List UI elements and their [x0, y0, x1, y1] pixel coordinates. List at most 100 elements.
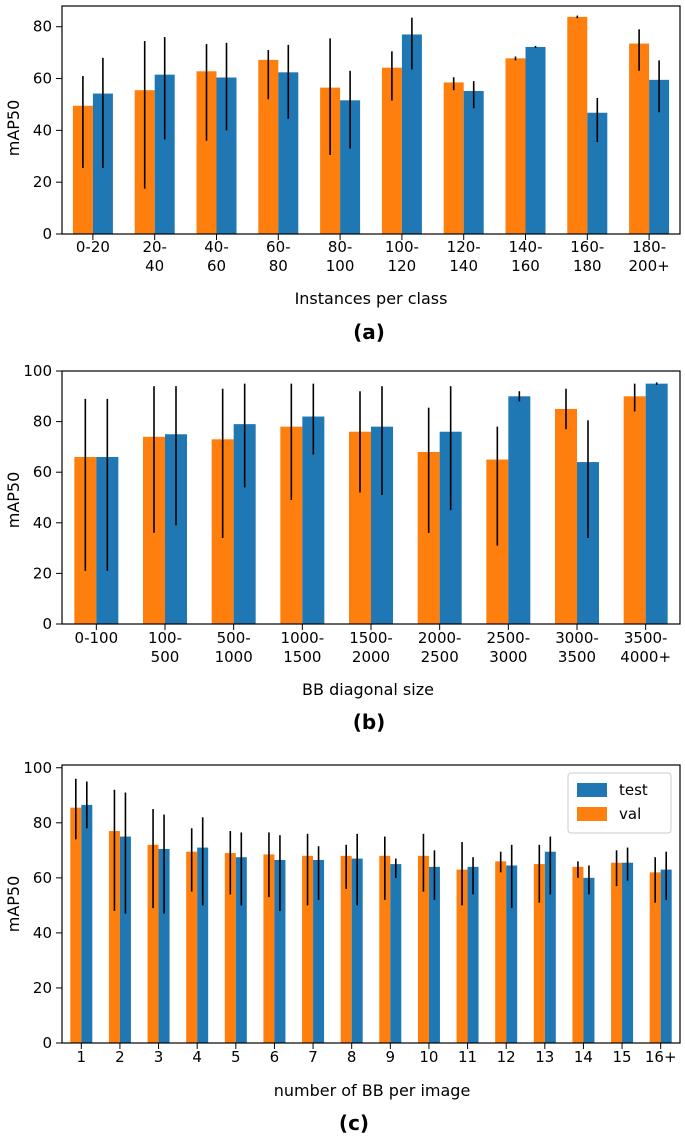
bar-test: [165, 434, 187, 624]
x-tick-label: 3500: [558, 648, 596, 666]
y-axis-label: mAP50: [4, 100, 23, 157]
x-tick-label: 100-: [385, 238, 419, 256]
bar-test: [340, 100, 361, 235]
bar-test: [390, 864, 402, 1043]
bar-test: [587, 112, 608, 234]
bar-val: [108, 831, 120, 1043]
x-tick-label: 120-: [447, 238, 481, 256]
y-tick-label: 80: [33, 814, 52, 832]
x-tick-label: 160-: [570, 238, 604, 256]
y-tick-label: 60: [33, 869, 52, 887]
bar-val: [147, 844, 159, 1043]
bar-val: [186, 851, 198, 1043]
legend: test val: [567, 772, 672, 834]
bar-test: [154, 74, 175, 234]
bar-val: [280, 426, 303, 624]
y-tick-label: 20: [33, 564, 52, 582]
bar-test: [119, 836, 131, 1043]
plot-frame: [61, 370, 681, 625]
bar-val: [417, 855, 429, 1043]
x-tick-label: 140-: [508, 238, 542, 256]
bar-test: [351, 858, 363, 1043]
legend-swatch-val: [577, 807, 607, 821]
x-tick-label: 4: [192, 1048, 202, 1066]
bar-test: [525, 46, 546, 234]
bar-test: [645, 383, 668, 624]
panel-caption: (a): [353, 320, 385, 344]
bar-val: [623, 396, 646, 624]
y-tick-label: 100: [23, 759, 52, 777]
x-tick-label: 1000-: [281, 629, 325, 647]
x-tick-label: 12: [497, 1048, 516, 1066]
x-tick-label: 2: [115, 1048, 125, 1066]
bar-test: [544, 851, 556, 1043]
x-tick-label: 500: [151, 648, 180, 666]
x-tick-label: 8: [347, 1048, 357, 1066]
x-tick-label: 1: [77, 1048, 87, 1066]
panel-caption: (c): [339, 1111, 369, 1135]
x-tick-label: 120: [388, 257, 417, 275]
plot-frame: [61, 5, 681, 235]
x-tick-label: 1000: [215, 648, 253, 666]
x-tick-label: 180: [573, 257, 602, 275]
bar-val: [555, 408, 577, 624]
x-tick-label: 60-: [266, 238, 291, 256]
x-tick-label: 2500-: [487, 629, 531, 647]
x-tick-label: 2000-: [418, 629, 462, 647]
bar-test: [577, 462, 599, 624]
bar-val: [629, 43, 650, 235]
x-tick-label: 80-: [328, 238, 353, 256]
x-tick-label: 80: [269, 257, 288, 275]
y-tick-label: 40: [33, 924, 52, 942]
x-tick-label: 5: [231, 1048, 241, 1066]
bar-val: [611, 862, 623, 1043]
bar-val: [567, 16, 588, 234]
x-tick-label: 10: [419, 1048, 438, 1066]
y-axis-label: mAP50: [4, 876, 23, 933]
y-axis-label: mAP50: [4, 472, 23, 529]
x-tick-label: 180-: [632, 238, 666, 256]
bar-test: [235, 857, 247, 1043]
bar-val: [72, 105, 93, 234]
panel-caption: (b): [353, 710, 386, 734]
x-tick-label: 200+: [628, 257, 669, 275]
x-axis-label: BB diagonal size: [302, 680, 434, 699]
x-tick-label: 1500: [283, 648, 321, 666]
x-tick-label: 3000: [489, 648, 527, 666]
x-tick-label: 9: [386, 1048, 396, 1066]
x-tick-label: 1500-: [349, 629, 393, 647]
bar-val: [495, 861, 507, 1043]
x-tick-label: 16+: [645, 1048, 677, 1066]
bar-test: [463, 90, 484, 235]
x-tick-label: 3500-: [624, 629, 668, 647]
bar-val: [572, 866, 584, 1043]
bar-val: [349, 431, 371, 624]
bar-test: [622, 862, 634, 1043]
x-tick-label: 4000+: [620, 648, 671, 666]
bar-test: [583, 877, 595, 1043]
plot-frame: [61, 764, 681, 1044]
bar-val: [196, 71, 217, 234]
x-tick-label: 40: [145, 257, 164, 275]
x-tick-label: 15: [613, 1048, 632, 1066]
bar-val: [320, 87, 341, 234]
y-tick-label: 0: [42, 615, 52, 633]
y-tick-label: 80: [33, 413, 52, 431]
y-tick-label: 60: [33, 70, 52, 88]
x-axis-label: Instances per class: [295, 289, 448, 308]
y-tick-label: 40: [33, 121, 52, 139]
bar-test: [302, 416, 325, 624]
y-tick-label: 0: [42, 225, 52, 243]
x-tick-label: 14: [574, 1048, 593, 1066]
bar-val: [258, 59, 279, 235]
x-tick-label: 2000: [352, 648, 390, 666]
bar-val: [340, 855, 352, 1043]
x-tick-label: 160: [511, 257, 540, 275]
bar-test: [428, 866, 440, 1043]
bar-val: [456, 869, 468, 1043]
y-tick-label: 0: [42, 1034, 52, 1052]
bar-test: [649, 79, 670, 234]
bar-val: [533, 864, 545, 1043]
x-tick-label: 3000-: [555, 629, 599, 647]
x-tick-label: 60: [207, 257, 226, 275]
